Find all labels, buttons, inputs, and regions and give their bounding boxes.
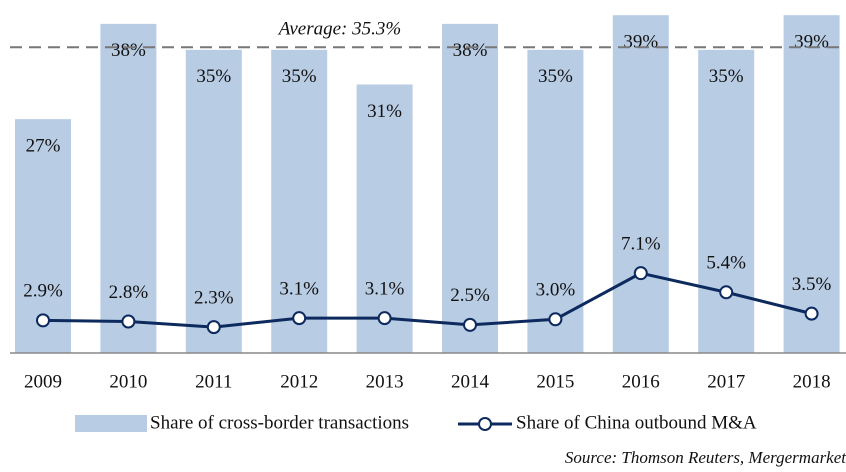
bar-label: 38% <box>111 40 146 61</box>
line-marker <box>804 306 819 321</box>
line-marker <box>206 320 221 335</box>
line-label: 2.8% <box>109 282 149 303</box>
line-label: 3.0% <box>536 280 576 301</box>
bar-label: 39% <box>623 32 658 53</box>
line <box>42 271 812 329</box>
bar <box>356 84 413 353</box>
bar <box>783 15 840 354</box>
x-tick-label: 2009 <box>24 371 62 392</box>
line-label: 2.9% <box>23 281 63 302</box>
x-tick-label: 2010 <box>109 371 147 392</box>
line-label: 3.1% <box>365 278 405 299</box>
bar-label: 35% <box>196 66 231 87</box>
x-tick-label: 2012 <box>280 371 318 392</box>
line-marker <box>36 313 50 328</box>
x-tick-label: 2018 <box>793 371 831 392</box>
bar-label: 39% <box>794 32 829 53</box>
legend-label: Share of cross-border transactions <box>150 412 409 433</box>
bar <box>442 23 498 354</box>
line-label: 3.5% <box>792 274 832 295</box>
bar <box>698 49 755 353</box>
bar <box>271 49 328 353</box>
line-label: 2.3% <box>194 287 234 308</box>
bar-label: 38% <box>453 40 488 61</box>
bar <box>100 23 157 354</box>
x-tick-label: 2017 <box>707 371 745 392</box>
line-label: 3.1% <box>279 278 319 299</box>
source-note: Source: Thomson Reuters, Mergermarket <box>565 448 846 467</box>
bar-label: 35% <box>538 66 573 87</box>
bar <box>527 49 584 353</box>
line-marker <box>719 285 734 300</box>
average-label: Average: 35.3% <box>277 19 401 40</box>
bar-label: 31% <box>367 101 402 122</box>
line-marker <box>121 314 136 329</box>
bar-label: 27% <box>26 135 61 156</box>
bar-label: 35% <box>282 66 317 87</box>
line-marker <box>377 311 392 326</box>
x-tick-label: 2015 <box>536 371 574 392</box>
line-label: 2.5% <box>450 285 490 306</box>
legend-marker <box>478 417 492 431</box>
x-tick-label: 2013 <box>366 371 404 392</box>
x-tick-label: 2014 <box>451 371 490 392</box>
bar-label: 35% <box>709 66 744 87</box>
legend-label: Share of China outbound M&A <box>516 412 757 433</box>
line-label: 7.1% <box>621 234 661 255</box>
average-label-bg <box>258 17 423 40</box>
line-marker <box>548 312 563 327</box>
line-marker <box>292 311 307 326</box>
x-tick-label: 2011 <box>195 371 232 392</box>
line-marker <box>633 266 648 281</box>
legend-swatch <box>75 415 147 432</box>
line-label: 5.4% <box>706 253 746 274</box>
x-tick-label: 2016 <box>622 371 660 392</box>
bar <box>185 49 242 353</box>
line-marker <box>463 317 477 332</box>
bar <box>612 15 669 354</box>
